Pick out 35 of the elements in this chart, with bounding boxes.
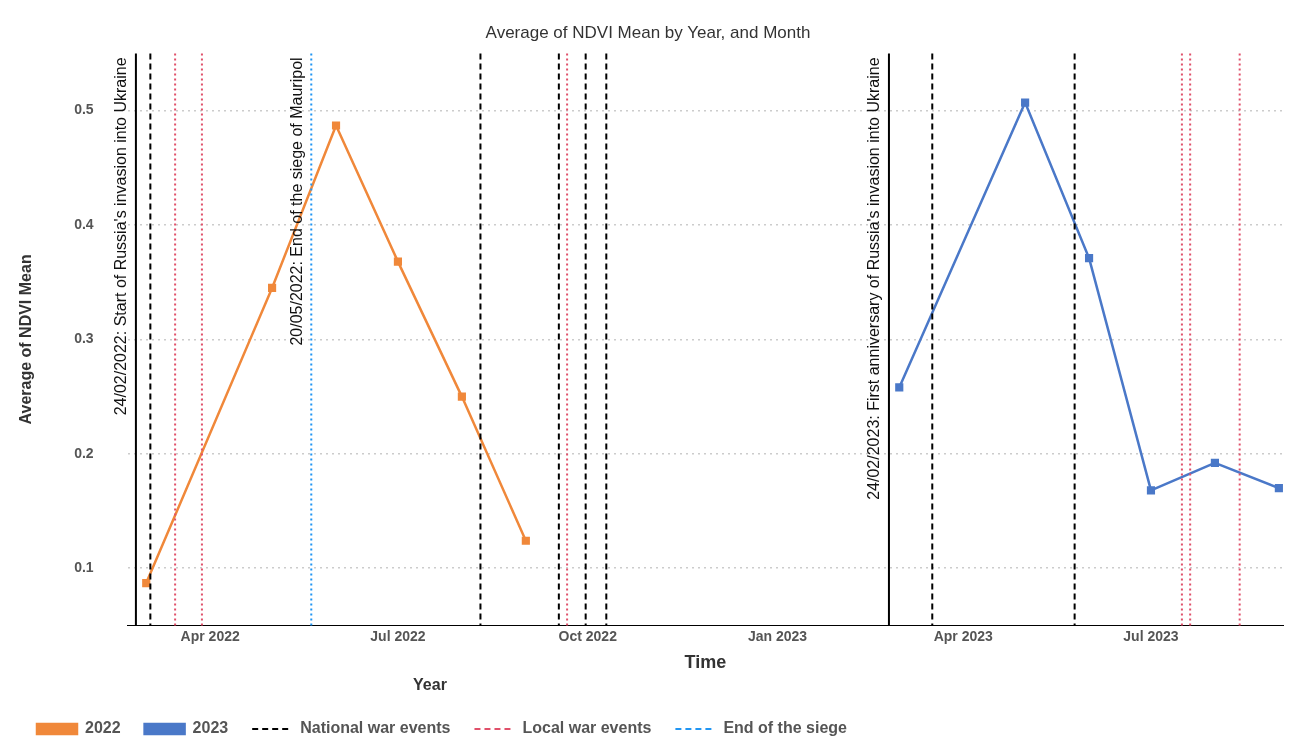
point [268, 283, 277, 292]
point [1021, 98, 1030, 107]
y-tick-label: 0.5 [74, 101, 94, 118]
point [331, 121, 341, 130]
legend-label: 2022 [85, 719, 121, 737]
x-tick-label: Jul 2023 [1123, 627, 1179, 644]
x-tick-label: Jan 2023 [747, 627, 808, 644]
legend-label: Local war events [522, 719, 652, 737]
legend-label: End of the siege [723, 719, 848, 737]
legend-label: National war events [300, 719, 451, 737]
point [393, 257, 403, 266]
x-tick-label: Apr 2023 [933, 627, 993, 644]
ref-line-label: 20/05/2022: End of the siege of Mauripol [287, 57, 305, 346]
y-tick-label: 0.3 [74, 330, 94, 347]
y-tick-label: 0.4 [74, 215, 94, 232]
ref-line-label: 24/02/2022: Start of Russia's invasion into Ukraine [112, 57, 130, 416]
legend-label: 2023 [192, 719, 229, 737]
x-tick-label: Oct 2022 [558, 627, 618, 644]
point [457, 392, 466, 401]
x-axis-title: Time [684, 651, 727, 672]
legend-title: Year [413, 676, 447, 694]
y-tick-label: 0.1 [74, 559, 94, 576]
point [1146, 486, 1156, 495]
point [1084, 254, 1094, 263]
point [521, 536, 530, 545]
x-tick-label: Apr 2022 [180, 627, 240, 644]
x-tick-label: Jul 2022 [370, 627, 426, 644]
y-axis-title: Average of NDVI Mean [17, 254, 35, 425]
point [895, 383, 904, 392]
ref-line-label: 24/02/2023: First anniversary of Russia's invasion into Ukraine [865, 57, 883, 500]
y-tick-label: 0.2 [74, 444, 94, 461]
chart-title: Average of NDVI Mean by Year, and Month [485, 22, 811, 42]
point [1274, 484, 1283, 493]
point [1210, 458, 1219, 468]
point [142, 578, 151, 588]
